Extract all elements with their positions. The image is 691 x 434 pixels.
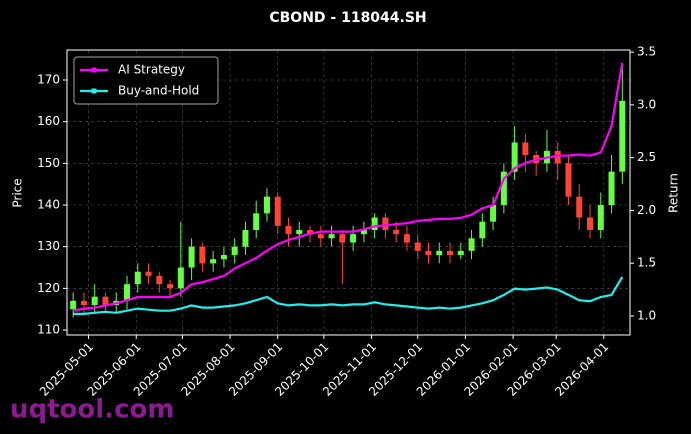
legend-label: AI Strategy xyxy=(118,63,185,77)
y2-tick-label: 1.0 xyxy=(637,309,656,323)
candle-body xyxy=(70,300,77,310)
candle-body xyxy=(167,284,174,289)
candle-body xyxy=(447,250,454,255)
series-line xyxy=(73,276,624,315)
candle-body xyxy=(360,230,367,235)
legend-label: Buy-and-Hold xyxy=(118,84,199,98)
candle-body xyxy=(156,275,163,285)
y-axis-label: Price xyxy=(11,178,25,207)
candle-body xyxy=(274,196,281,226)
candle-body xyxy=(231,246,238,255)
series-line xyxy=(72,62,624,312)
candle-body xyxy=(177,267,184,289)
y-tick-label: 140 xyxy=(37,198,60,212)
candle-body xyxy=(436,250,443,255)
candle-body xyxy=(522,142,529,155)
candle-body xyxy=(307,230,314,235)
candle-body xyxy=(468,238,475,251)
y-tick-label: 160 xyxy=(37,114,60,128)
candle-body xyxy=(511,142,518,172)
legend: AI Strategy Buy-and-Hold xyxy=(73,56,219,105)
candle-body xyxy=(210,259,217,264)
candle-body xyxy=(91,296,98,305)
y-tick-label: 130 xyxy=(37,239,60,253)
candle-body xyxy=(253,213,260,230)
candle-body xyxy=(296,230,303,235)
y2-tick-label: 3.5 xyxy=(637,45,656,59)
candle-body xyxy=(102,296,109,305)
candle-body xyxy=(242,230,249,247)
candle-body xyxy=(500,171,507,205)
legend-marker xyxy=(91,67,97,73)
candle-body xyxy=(414,242,421,251)
candle-body xyxy=(393,230,400,235)
candle-body xyxy=(188,246,195,268)
legend-box xyxy=(73,56,219,105)
candle-body xyxy=(554,150,561,164)
candle-body xyxy=(597,205,604,230)
candle-body xyxy=(382,217,389,230)
candle-body xyxy=(263,196,270,214)
y2-tick-label: 2.0 xyxy=(637,203,656,217)
candle-body xyxy=(328,234,335,239)
candle-body xyxy=(490,205,497,222)
y2-tick-label: 2.5 xyxy=(637,150,656,164)
candle-body xyxy=(199,246,206,264)
candle-body xyxy=(565,163,572,197)
candle-body xyxy=(285,225,292,235)
candle-body xyxy=(587,217,594,230)
candle-body xyxy=(123,284,130,301)
y-tick-label: 110 xyxy=(37,323,60,337)
candle-body xyxy=(619,100,626,172)
y-tick-label: 150 xyxy=(37,156,60,170)
candle-body xyxy=(350,234,357,243)
candle-body xyxy=(145,271,152,276)
candle-body xyxy=(608,171,615,205)
frame xyxy=(66,49,631,336)
candle-body xyxy=(134,271,141,285)
y-tick-label: 120 xyxy=(37,281,60,295)
candle-body xyxy=(220,255,227,260)
candle-body xyxy=(479,221,486,239)
candle-body xyxy=(457,250,464,255)
watermark: uqtool.com xyxy=(10,395,174,425)
candle-body xyxy=(339,234,346,243)
y2-tick-label: 3.0 xyxy=(637,97,656,111)
legend-marker xyxy=(91,88,97,94)
candle-body xyxy=(403,234,410,243)
chart-title: CBOND - 118044.SH xyxy=(269,10,426,26)
candle-body xyxy=(80,300,87,305)
candle-body xyxy=(576,196,583,218)
y2-tick-label: 1.5 xyxy=(637,256,656,270)
candle-body xyxy=(425,250,432,255)
candle-body xyxy=(371,217,378,230)
candle-body xyxy=(317,234,324,239)
y2-axis-label: Return xyxy=(667,173,681,213)
y-tick-label: 170 xyxy=(37,73,60,87)
